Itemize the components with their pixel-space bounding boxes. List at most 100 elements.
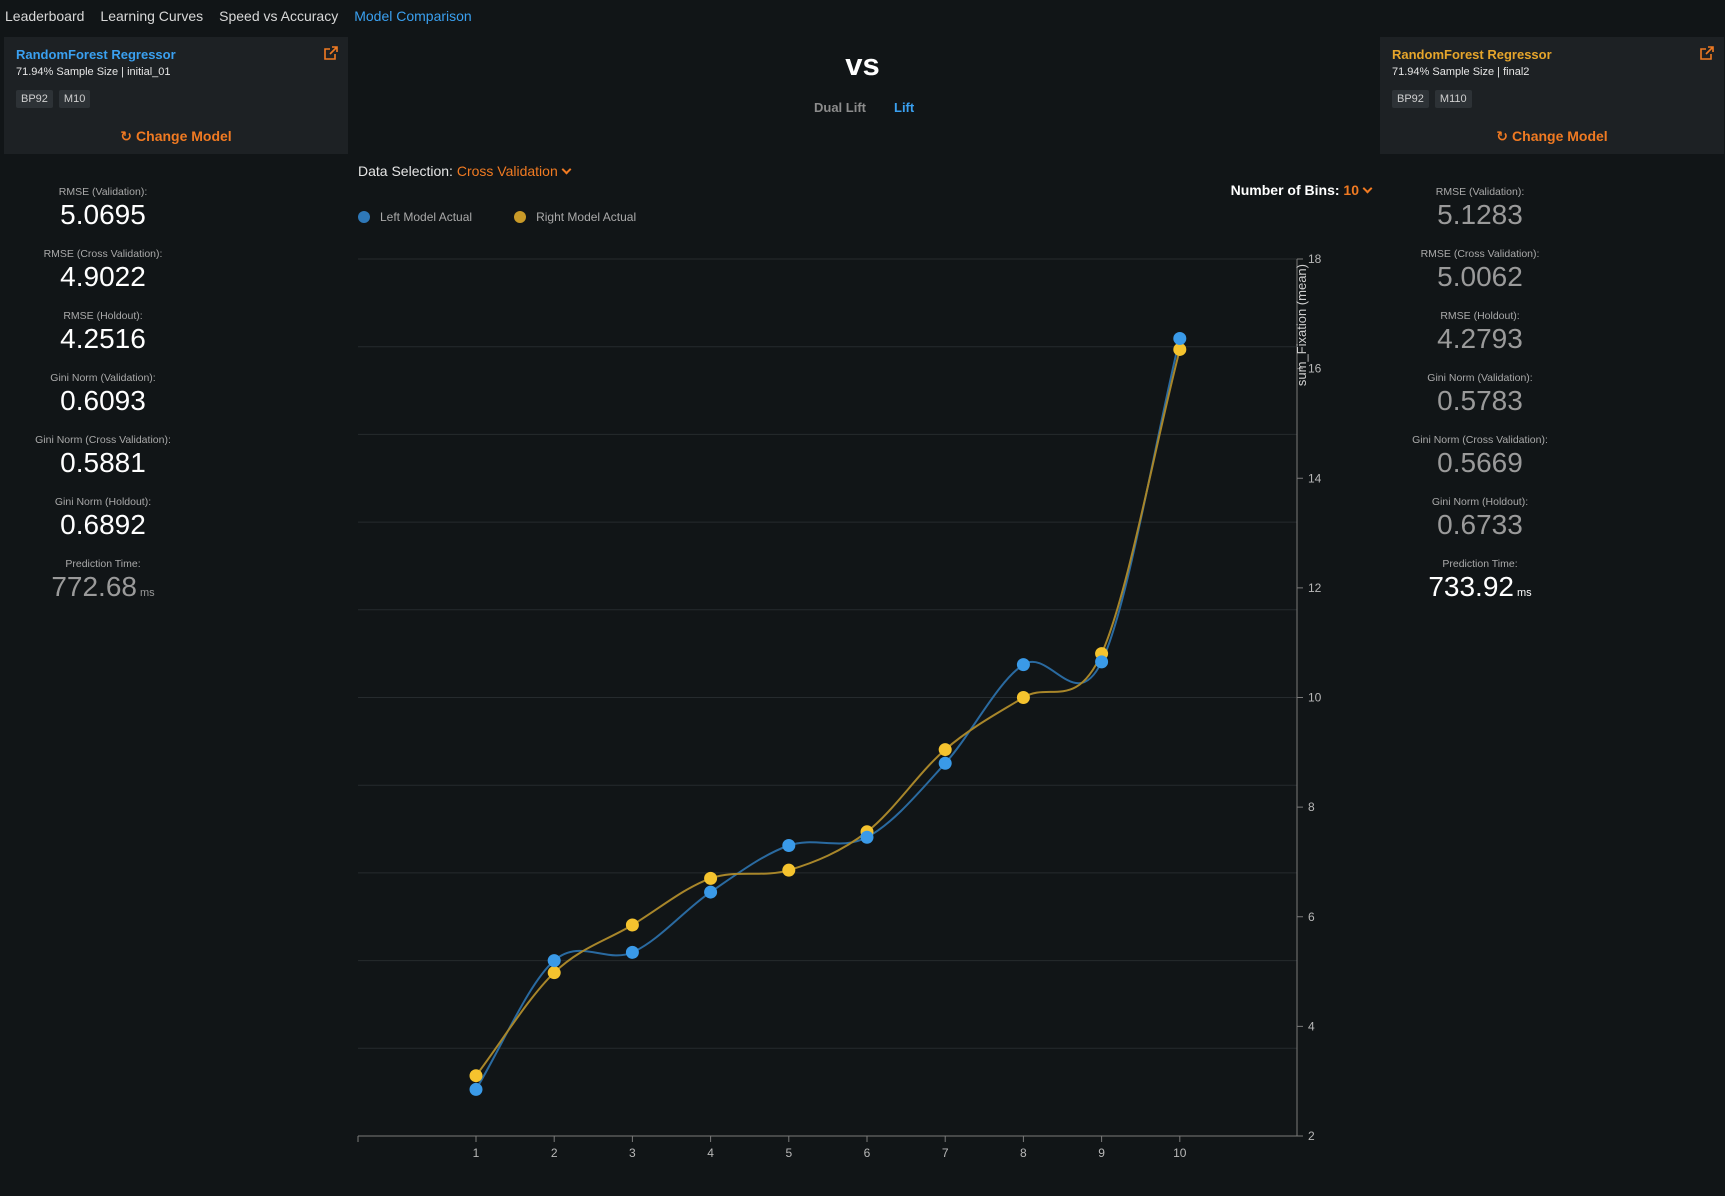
metric-label: Gini Norm (Holdout): (54, 496, 152, 508)
prediction-time-value: 772.68 (51, 571, 137, 602)
metric-label: Gini Norm (Validation): (50, 372, 156, 384)
right-model-point (547, 966, 561, 980)
left-model-line (475, 338, 1181, 1090)
bins-label: Number of Bins: (1230, 182, 1340, 198)
model-id-badge: M110 (1434, 90, 1472, 108)
metric-label: RMSE (Cross Validation): (43, 248, 163, 260)
metric-label: Prediction Time: (1442, 558, 1518, 570)
y-axis-label: sum_Fixation (mean) (1294, 264, 1309, 386)
left-model-point (469, 1082, 483, 1096)
refresh-icon: ↻ (1496, 128, 1509, 144)
data-selection-label: Data Selection: (358, 163, 453, 179)
legend-label: Right Model Actual (536, 210, 637, 224)
right-model-point (625, 918, 639, 932)
tab-speed-vs-accuracy[interactable]: Speed vs Accuracy (219, 8, 339, 24)
external-link-icon[interactable] (1700, 46, 1714, 60)
tab-dual-lift[interactable]: Dual Lift (814, 100, 866, 115)
metric-value: 0.6093 (60, 385, 146, 416)
y-tick-label: 4 (1308, 1019, 1315, 1033)
top-nav: Leaderboard Learning Curves Speed vs Acc… (0, 0, 483, 32)
right-model-point (782, 863, 796, 877)
right-model-point (938, 743, 952, 757)
y-tick-label: 10 (1308, 691, 1322, 705)
prediction-time-value: 733.92 (1428, 571, 1514, 602)
change-model-label: Change Model (1512, 128, 1608, 144)
bins-selector: Number of Bins: 10 (1230, 182, 1373, 198)
metric-value: 5.0062 (1437, 261, 1523, 292)
metric-value: 0.5783 (1437, 385, 1523, 416)
left-model-point (704, 885, 718, 899)
metric-label: RMSE (Validation): (1435, 186, 1525, 198)
chart-type-tabs: Dual Lift Lift (814, 100, 914, 115)
metric-label: Gini Norm (Cross Validation): (1412, 434, 1548, 446)
right-metrics-panel: RMSE (Validation): 5.1283 RMSE (Cross Val… (1380, 186, 1580, 620)
blueprint-badge: BP92 (1392, 90, 1429, 108)
y-tick-label: 8 (1308, 800, 1315, 814)
left-model-point (547, 954, 561, 968)
metric-value: 0.6733 (1437, 509, 1523, 540)
tab-learning-curves[interactable]: Learning Curves (100, 8, 204, 24)
right-model-line (475, 349, 1181, 1077)
y-tick-label: 2 (1308, 1129, 1315, 1143)
left-metrics-panel: RMSE (Validation): 5.0695 RMSE (Cross Val… (3, 186, 203, 620)
left-model-name[interactable]: RandomForest Regressor (16, 47, 176, 62)
right-model-name[interactable]: RandomForest Regressor (1392, 47, 1552, 62)
right-model-subtitle: 71.94% Sample Size | final2 (1392, 66, 1530, 78)
change-model-button[interactable]: ↻ Change Model (4, 128, 348, 145)
left-model-point (625, 945, 639, 959)
data-selection-value: Cross Validation (456, 163, 558, 179)
tab-leaderboard[interactable]: Leaderboard (5, 8, 85, 24)
y-tick-label: 12 (1308, 581, 1322, 595)
y-tick-label: 16 (1308, 362, 1322, 376)
tab-model-comparison[interactable]: Model Comparison (354, 8, 472, 24)
legend-item-left[interactable]: Left Model Actual (358, 210, 472, 224)
legend-dot (358, 211, 370, 223)
left-model-point (860, 830, 874, 844)
x-tick-label: 9 (1098, 1146, 1105, 1160)
y-tick-label: 14 (1308, 471, 1322, 485)
x-tick-label: 1 (473, 1146, 480, 1160)
metric-label: RMSE (Validation): (58, 186, 148, 198)
x-tick-label: 3 (629, 1146, 636, 1160)
left-model-point (1173, 331, 1187, 345)
left-model-point (782, 838, 796, 852)
change-model-label: Change Model (136, 128, 232, 144)
bins-value: 10 (1343, 182, 1359, 198)
metric-label: Gini Norm (Cross Validation): (35, 434, 171, 446)
x-tick-label: 6 (864, 1146, 871, 1160)
x-tick-label: 8 (1020, 1146, 1027, 1160)
tab-lift[interactable]: Lift (894, 100, 915, 115)
metric-label: RMSE (Cross Validation): (1420, 248, 1540, 260)
metric-label: Prediction Time: (65, 558, 141, 570)
change-model-button[interactable]: ↻ Change Model (1380, 128, 1724, 145)
left-model-point (938, 756, 952, 770)
data-selection: Data Selection: Cross Validation (358, 163, 572, 179)
external-link-icon[interactable] (324, 46, 338, 60)
left-model-point (1095, 655, 1109, 669)
right-model-point (1016, 691, 1030, 704)
chart-legend: Left Model Actual Right Model Actual (358, 210, 636, 224)
y-tick-label: 18 (1308, 252, 1322, 266)
metric-value: 4.2516 (60, 323, 146, 354)
blueprint-badge: BP92 (16, 90, 53, 108)
metric-value: 5.1283 (1437, 199, 1523, 230)
metric-value: 4.9022 (60, 261, 146, 292)
right-model-point (469, 1069, 483, 1083)
x-tick-label: 10 (1173, 1146, 1187, 1160)
x-tick-label: 5 (785, 1146, 792, 1160)
data-selection-dropdown[interactable]: Cross Validation (456, 163, 572, 179)
metric-value: 0.6892 (60, 509, 146, 540)
right-model-point (704, 871, 718, 885)
y-tick-label: 6 (1308, 910, 1315, 924)
model-id-badge: M10 (58, 90, 91, 108)
legend-item-right[interactable]: Right Model Actual (514, 210, 636, 224)
metric-value: 5.0695 (60, 199, 146, 230)
bins-dropdown[interactable]: 10 (1343, 182, 1373, 198)
metric-label: Gini Norm (Holdout): (1431, 496, 1529, 508)
metric-value: 4.2793 (1437, 323, 1523, 354)
legend-dot (514, 211, 527, 223)
x-tick-label: 7 (942, 1146, 949, 1160)
time-unit: ms (139, 587, 155, 599)
left-model-subtitle: 71.94% Sample Size | initial_01 (16, 66, 171, 78)
